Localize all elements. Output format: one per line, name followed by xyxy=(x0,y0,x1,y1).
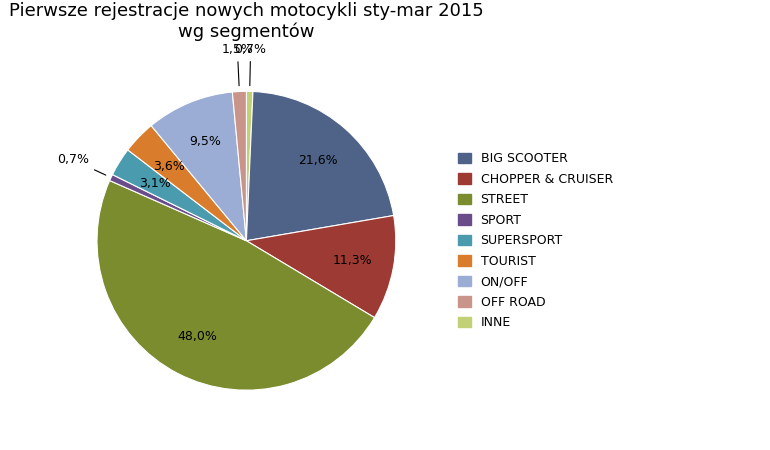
Text: 11,3%: 11,3% xyxy=(333,254,372,267)
Text: 21,6%: 21,6% xyxy=(298,153,337,166)
Wedge shape xyxy=(97,180,374,390)
Wedge shape xyxy=(233,91,246,241)
Text: 1,5%: 1,5% xyxy=(222,43,253,86)
Text: 0,7%: 0,7% xyxy=(57,153,105,175)
Wedge shape xyxy=(151,92,246,241)
Wedge shape xyxy=(109,175,246,241)
Text: 48,0%: 48,0% xyxy=(177,330,217,343)
Text: 3,1%: 3,1% xyxy=(139,177,171,190)
Wedge shape xyxy=(246,91,393,241)
Wedge shape xyxy=(128,126,246,241)
Text: 9,5%: 9,5% xyxy=(189,135,221,148)
Wedge shape xyxy=(246,216,396,318)
Text: 0,7%: 0,7% xyxy=(235,43,266,86)
Legend: BIG SCOOTER, CHOPPER & CRUISER, STREET, SPORT, SUPERSPORT, TOURIST, ON/OFF, OFF : BIG SCOOTER, CHOPPER & CRUISER, STREET, … xyxy=(458,152,613,329)
Wedge shape xyxy=(246,91,253,241)
Title: Pierwsze rejestracje nowych motocykli sty-mar 2015
wg segmentów: Pierwsze rejestracje nowych motocykli st… xyxy=(9,2,484,41)
Text: 3,6%: 3,6% xyxy=(153,160,185,173)
Wedge shape xyxy=(112,150,246,241)
